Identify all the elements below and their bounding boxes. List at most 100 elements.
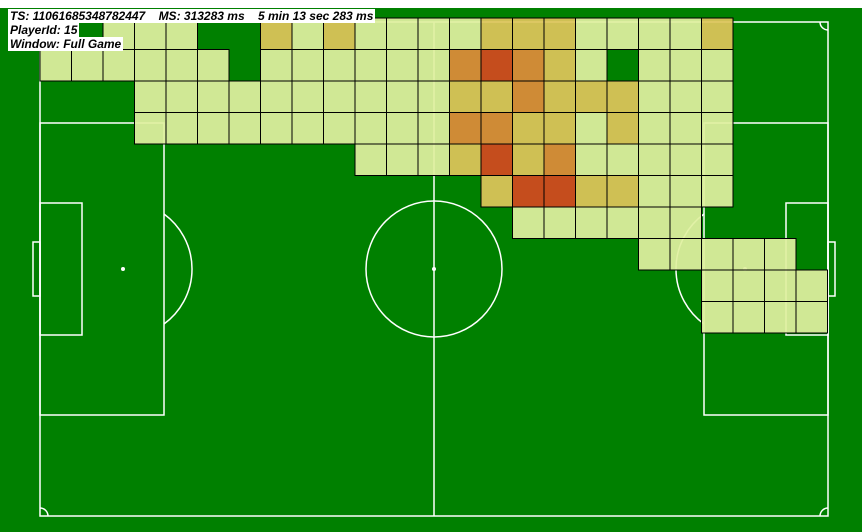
heatmap-cell [669, 206, 702, 239]
heatmap-cell [480, 17, 513, 50]
heatmap-cell [512, 17, 545, 50]
heatmap-cell [764, 238, 797, 271]
window-label: Window: Full Game [8, 37, 124, 51]
heatmap-cell [701, 175, 734, 208]
left-goal [32, 241, 41, 297]
heatmap-cell [575, 80, 608, 113]
heatmap-cell [701, 143, 734, 176]
heatmap-cell [543, 175, 576, 208]
heatmap-cell [134, 49, 167, 82]
heatmap-cell [669, 143, 702, 176]
heatmap-cell [417, 80, 450, 113]
heatmap-cell [417, 143, 450, 176]
heatmap-cell [354, 143, 387, 176]
heatmap-cell [669, 49, 702, 82]
heatmap-cell [512, 143, 545, 176]
heatmap-cell [701, 238, 734, 271]
heatmap-cell [732, 301, 765, 334]
heatmap-cell [764, 269, 797, 302]
heatmap-cell [417, 17, 450, 50]
heatmap-cell [638, 143, 671, 176]
heatmap-cell [701, 269, 734, 302]
heatmap-cell [575, 49, 608, 82]
player-id-label: PlayerId: 15 [8, 23, 80, 37]
heatmap-cell [386, 112, 419, 145]
heatmap-cell [386, 80, 419, 113]
heatmap-cell [197, 49, 230, 82]
heatmap-cell [260, 49, 293, 82]
heatmap-cell [543, 143, 576, 176]
heatmap-cell [543, 206, 576, 239]
heatmap-cell [575, 17, 608, 50]
heatmap-cell [701, 80, 734, 113]
heatmap-cell [575, 206, 608, 239]
heatmap-cell [417, 112, 450, 145]
heatmap-cell [386, 17, 419, 50]
heatmap-cell [512, 206, 545, 239]
heatmap-cell [638, 238, 671, 271]
heatmap-cell [449, 143, 482, 176]
heatmap-cell [449, 80, 482, 113]
heatmap-cell [543, 49, 576, 82]
heatmap-cell [638, 17, 671, 50]
corner-arc-bottom-right [819, 507, 829, 517]
heatmap-cell [260, 80, 293, 113]
heatmap-cell [795, 269, 828, 302]
heatmap-cell [260, 112, 293, 145]
heatmap-cell [323, 49, 356, 82]
heatmap-cell [291, 112, 324, 145]
heatmap-cell [386, 143, 419, 176]
heatmap-cell [606, 17, 639, 50]
heatmap-cell [291, 80, 324, 113]
heatmap-cell [228, 112, 261, 145]
heatmap-cell [480, 80, 513, 113]
center-spot [432, 267, 436, 271]
heatmap-cell [417, 49, 450, 82]
heatmap-cell [669, 112, 702, 145]
heatmap-cell [291, 17, 324, 50]
heatmap-cell [638, 206, 671, 239]
heatmap-cell [323, 112, 356, 145]
heatmap-cell [575, 143, 608, 176]
heatmap-cell [386, 49, 419, 82]
heatmap-cell [449, 49, 482, 82]
heatmap-cell [197, 112, 230, 145]
heatmap-cell [669, 80, 702, 113]
heatmap-cell [354, 112, 387, 145]
heatmap-cell [480, 112, 513, 145]
center-circle [365, 200, 503, 338]
heatmap-cell [39, 49, 72, 82]
heatmap-cell [354, 80, 387, 113]
heatmap-cell [449, 112, 482, 145]
heatmap-cell [291, 49, 324, 82]
heatmap-cell [606, 80, 639, 113]
heatmap-cell [732, 269, 765, 302]
heatmap-cell [732, 238, 765, 271]
heatmap-cell [669, 175, 702, 208]
heatmap-cell [543, 80, 576, 113]
heatmap-cell [764, 301, 797, 334]
heatmap-cell [701, 301, 734, 334]
heatmap-cell [165, 112, 198, 145]
heatmap-cell [575, 175, 608, 208]
heatmap-cell [543, 17, 576, 50]
heatmap-cells [39, 17, 828, 334]
heatmap-cell [669, 17, 702, 50]
heatmap-cell [480, 175, 513, 208]
heatmap-cell [606, 206, 639, 239]
heatmap-cell [701, 49, 734, 82]
timestamp-label: TS: 11061685348782447 MS: 313283 ms 5 mi… [8, 9, 376, 23]
heatmap-cell [638, 175, 671, 208]
corner-arc-bottom-left [39, 507, 49, 517]
heatmap-cell [449, 17, 482, 50]
heatmap-cell [669, 238, 702, 271]
heatmap-cell [512, 80, 545, 113]
heatmap-cell [354, 49, 387, 82]
heatmap-cell [701, 112, 734, 145]
heatmap-cell [134, 112, 167, 145]
heatmap-cell [480, 143, 513, 176]
heatmap-cell [638, 112, 671, 145]
heatmap-cell [134, 80, 167, 113]
